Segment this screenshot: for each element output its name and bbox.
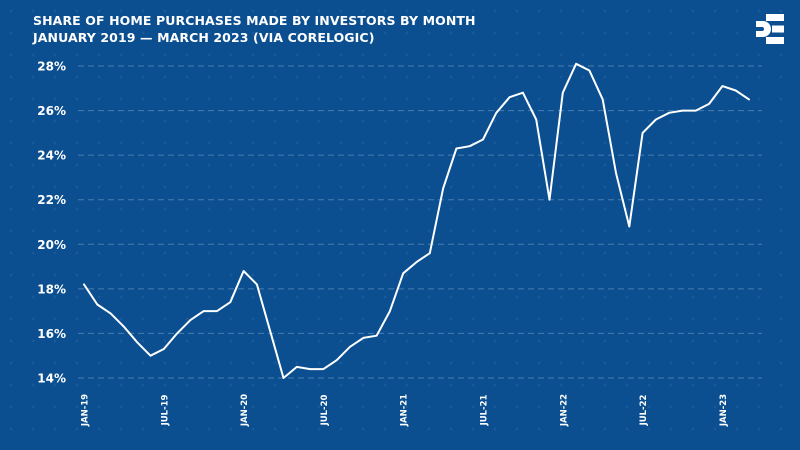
data-point [695,110,697,112]
data-point [429,252,431,254]
data-point [668,112,670,114]
chart-title: SHARE OF HOME PURCHASES MADE BY INVESTOR… [33,13,476,28]
data-point [682,110,684,112]
data-point [389,310,391,312]
data-point [655,118,657,120]
chart-subtitle: JANUARY 2019 — MARCH 2023 (VIA CORELOGIC… [33,30,375,45]
data-point [309,368,311,370]
y-tick-label: 26% [37,104,66,118]
y-tick-label: 22% [37,193,66,207]
x-tick-label: JUL-21 [480,394,490,426]
data-point [163,348,165,350]
data-point [283,377,285,379]
series-line [83,62,750,379]
data-point [136,341,138,343]
data-point [243,270,245,272]
data-point [296,366,298,368]
x-tick-label: JUL-22 [639,394,649,426]
data-point [575,63,577,65]
data-point [562,92,564,94]
y-axis-ticks: 14% 16% 18% 20% 22% 24% 26% 28% [37,60,66,386]
data-point [495,112,497,114]
data-point [362,337,364,339]
gridlines [78,65,762,379]
data-point [269,330,271,332]
data-point [96,303,98,305]
y-tick-label: 18% [37,282,66,296]
y-tick-label: 20% [37,238,66,252]
data-point [189,319,191,321]
data-point [469,145,471,147]
data-point [602,98,604,100]
data-point [588,69,590,71]
data-point [83,283,85,285]
x-tick-label: JUL-20 [320,394,330,426]
data-point [442,188,444,190]
x-axis-ticks: JAN-19 JUL-19 JAN-20 JUL-20 JAN-21 JUL-21 JAN-… [81,394,729,427]
y-tick-label: 28% [37,60,66,74]
data-point [402,272,404,274]
data-point [376,335,378,337]
data-point [336,359,338,361]
data-point [522,92,524,94]
data-point [110,312,112,314]
data-point [708,103,710,105]
data-point [549,199,551,201]
data-point [642,132,644,134]
x-tick-label: JAN-23 [719,394,729,427]
data-point [203,310,205,312]
data-point [176,332,178,334]
data-point [416,261,418,263]
data-point [322,368,324,370]
x-tick-label: JAN-21 [400,394,410,427]
data-point [229,301,231,303]
data-point [628,225,630,227]
data-point [455,147,457,149]
x-tick-label: JUL-19 [160,394,170,426]
y-tick-label: 14% [37,372,66,386]
data-point [735,90,737,92]
data-point [150,355,152,357]
data-point [615,172,617,174]
x-tick-label: JAN-19 [81,394,91,427]
data-point [349,346,351,348]
data-point [256,283,258,285]
data-point [748,98,750,100]
data-point [482,139,484,141]
chart-title-block: SHARE OF HOME PURCHASES MADE BY INVESTOR… [33,12,476,46]
data-point [509,96,511,98]
brand-logo-icon [756,14,784,44]
data-point [535,118,537,120]
data-point [123,326,125,328]
data-point [216,310,218,312]
y-tick-label: 16% [37,327,66,341]
y-tick-label: 24% [37,149,66,163]
data-point [721,85,723,87]
series-layer [83,62,750,379]
x-tick-label: JAN-20 [240,394,250,427]
x-tick-label: JAN-22 [559,394,569,427]
